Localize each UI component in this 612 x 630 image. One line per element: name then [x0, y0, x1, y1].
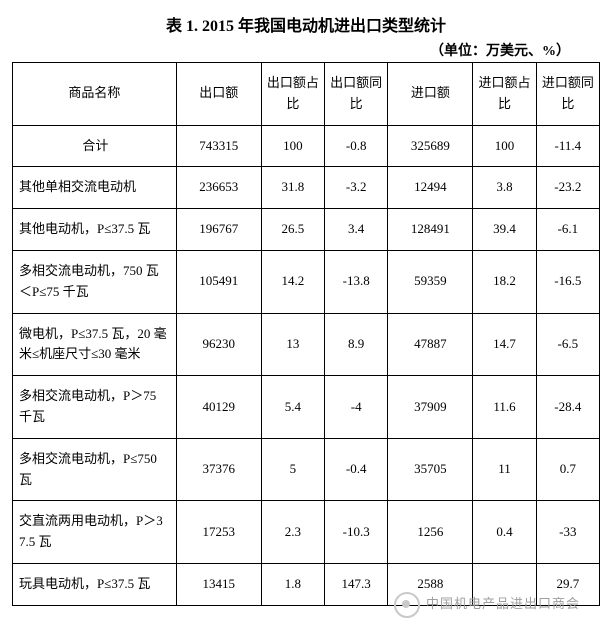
cell-value: 26.5: [261, 209, 324, 251]
cell-value: -28.4: [536, 376, 599, 439]
cell-value: -10.3: [325, 501, 388, 564]
table-row: 其他单相交流电动机23665331.8-3.2124943.8-23.2: [13, 167, 600, 209]
watermark-text: 中国机电产品进出口商会: [426, 596, 580, 611]
cell-value: -6.5: [536, 313, 599, 376]
row-name: 其他单相交流电动机: [13, 167, 177, 209]
col-header: 出口额同比: [325, 63, 388, 126]
cell-value: 14.2: [261, 250, 324, 313]
cell-value: 37376: [176, 438, 261, 501]
row-name: 其他电动机，P≤37.5 瓦: [13, 209, 177, 251]
cell-value: 128491: [388, 209, 473, 251]
table-row: 其他电动机，P≤37.5 瓦19676726.53.412849139.4-6.…: [13, 209, 600, 251]
cell-value: -6.1: [536, 209, 599, 251]
cell-value: -23.2: [536, 167, 599, 209]
cell-value: 35705: [388, 438, 473, 501]
row-name: 微电机，P≤37.5 瓦，20 毫米≤机座尺寸≤30 毫米: [13, 313, 177, 376]
col-header: 进口额同比: [536, 63, 599, 126]
cell-value: 3.8: [473, 167, 536, 209]
cell-value: 0.7: [536, 438, 599, 501]
cell-value: 17253: [176, 501, 261, 564]
table-row: 多相交流电动机，P＞75 千瓦401295.4-43790911.6-28.4: [13, 376, 600, 439]
cell-value: 11: [473, 438, 536, 501]
row-name: 多相交流电动机，750 瓦＜P≤75 千瓦: [13, 250, 177, 313]
cell-value: -16.5: [536, 250, 599, 313]
cell-value: 3.4: [325, 209, 388, 251]
cell-value: -33: [536, 501, 599, 564]
watermark: 中国机电产品进出口商会: [12, 592, 600, 618]
row-name: 多相交流电动机，P＞75 千瓦: [13, 376, 177, 439]
table-title: 表 1. 2015 年我国电动机进出口类型统计: [12, 12, 600, 36]
table-row: 多相交流电动机，P≤750 瓦373765-0.435705110.7: [13, 438, 600, 501]
row-name: 交直流两用电动机，P＞37.5 瓦: [13, 501, 177, 564]
table-row: 微电机，P≤37.5 瓦，20 毫米≤机座尺寸≤30 毫米96230138.94…: [13, 313, 600, 376]
cell-value: -0.8: [325, 125, 388, 167]
table-header-row: 商品名称出口额出口额占比出口额同比进口额进口额占比进口额同比: [13, 63, 600, 126]
watermark-icon: [394, 592, 420, 618]
cell-value: 12494: [388, 167, 473, 209]
cell-value: 13: [261, 313, 324, 376]
cell-value: 14.7: [473, 313, 536, 376]
cell-value: 96230: [176, 313, 261, 376]
cell-value: -0.4: [325, 438, 388, 501]
cell-value: 0.4: [473, 501, 536, 564]
cell-value: -3.2: [325, 167, 388, 209]
cell-value: 37909: [388, 376, 473, 439]
cell-value: 196767: [176, 209, 261, 251]
cell-value: 5.4: [261, 376, 324, 439]
cell-value: 11.6: [473, 376, 536, 439]
cell-value: 59359: [388, 250, 473, 313]
col-header: 出口额占比: [261, 63, 324, 126]
cell-value: 18.2: [473, 250, 536, 313]
cell-value: 39.4: [473, 209, 536, 251]
cell-value: 100: [261, 125, 324, 167]
cell-value: 105491: [176, 250, 261, 313]
row-name: 多相交流电动机，P≤750 瓦: [13, 438, 177, 501]
cell-value: 2.3: [261, 501, 324, 564]
row-name: 合计: [13, 125, 177, 167]
cell-value: 5: [261, 438, 324, 501]
col-header: 进口额: [388, 63, 473, 126]
cell-value: -13.8: [325, 250, 388, 313]
col-header: 商品名称: [13, 63, 177, 126]
cell-value: 31.8: [261, 167, 324, 209]
cell-value: 47887: [388, 313, 473, 376]
cell-value: 236653: [176, 167, 261, 209]
cell-value: 100: [473, 125, 536, 167]
cell-value: 743315: [176, 125, 261, 167]
cell-value: 8.9: [325, 313, 388, 376]
cell-value: -11.4: [536, 125, 599, 167]
cell-value: 40129: [176, 376, 261, 439]
table-row: 多相交流电动机，750 瓦＜P≤75 千瓦10549114.2-13.85935…: [13, 250, 600, 313]
col-header: 进口额占比: [473, 63, 536, 126]
table-total-row: 合计743315100-0.8325689100-11.4: [13, 125, 600, 167]
table-row: 交直流两用电动机，P＞37.5 瓦172532.3-10.312560.4-33: [13, 501, 600, 564]
cell-value: 325689: [388, 125, 473, 167]
table-unit: （单位：万美元、%）: [12, 40, 600, 60]
stats-table: 商品名称出口额出口额占比出口额同比进口额进口额占比进口额同比 合计7433151…: [12, 62, 600, 606]
cell-value: -4: [325, 376, 388, 439]
col-header: 出口额: [176, 63, 261, 126]
cell-value: 1256: [388, 501, 473, 564]
